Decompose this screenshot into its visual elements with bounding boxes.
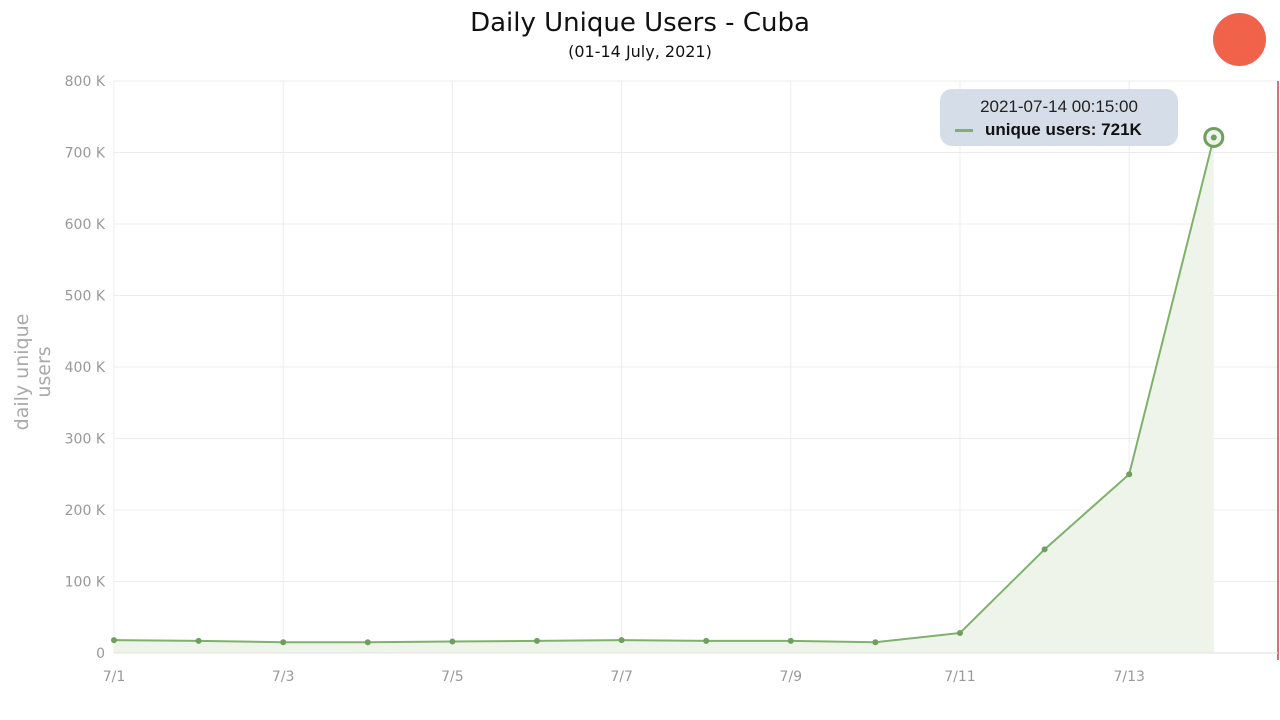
x-tick-label: 7/1 xyxy=(103,669,126,685)
tooltip-value: unique users: 721K xyxy=(985,120,1142,139)
psiphon-logo xyxy=(1213,13,1266,66)
y-tick-label: 500 K xyxy=(65,289,106,305)
data-point xyxy=(1126,471,1133,478)
data-point xyxy=(111,637,117,644)
data-point xyxy=(618,637,625,644)
chart-title: Daily Unique Users - Cuba xyxy=(470,8,810,38)
tooltip-date: 2021-07-14 00:15:00 xyxy=(980,97,1138,116)
tooltip: 2021-07-14 00:15:00 unique users: 721K xyxy=(940,89,1178,146)
highlight-point-center xyxy=(1210,134,1217,141)
data-point xyxy=(872,639,879,646)
x-tick-label: 7/13 xyxy=(1113,669,1144,685)
data-point xyxy=(449,638,456,645)
x-tick-label: 7/5 xyxy=(441,669,464,685)
data-point xyxy=(195,637,202,644)
data-point xyxy=(787,637,794,644)
chart-subtitle: (01-14 July, 2021) xyxy=(568,42,712,61)
data-point xyxy=(957,629,963,636)
series-line xyxy=(113,137,1215,644)
y-tick-label: 300 K xyxy=(65,432,106,448)
y-tick-label: 700 K xyxy=(65,146,106,162)
x-tick-label: 7/3 xyxy=(272,669,295,685)
legend-swatch xyxy=(955,129,973,133)
area-fill xyxy=(114,137,1214,654)
data-point xyxy=(364,639,371,646)
x-tick-label: 7/7 xyxy=(610,669,633,685)
y-tick-label: 0 xyxy=(96,646,105,662)
y-tick-label: 600 K xyxy=(65,217,106,233)
data-point xyxy=(1041,546,1048,553)
y-tick-label: 400 K xyxy=(65,360,106,376)
x-tick-label: 7/11 xyxy=(944,669,975,685)
data-point xyxy=(280,639,287,646)
y-tick-label: 200 K xyxy=(65,503,106,519)
y-tick-label: 100 K xyxy=(65,575,106,591)
x-tick-label: 7/9 xyxy=(780,669,803,685)
data-point xyxy=(534,637,540,644)
y-tick-label: 800 K xyxy=(65,74,106,90)
data-point xyxy=(703,637,710,644)
